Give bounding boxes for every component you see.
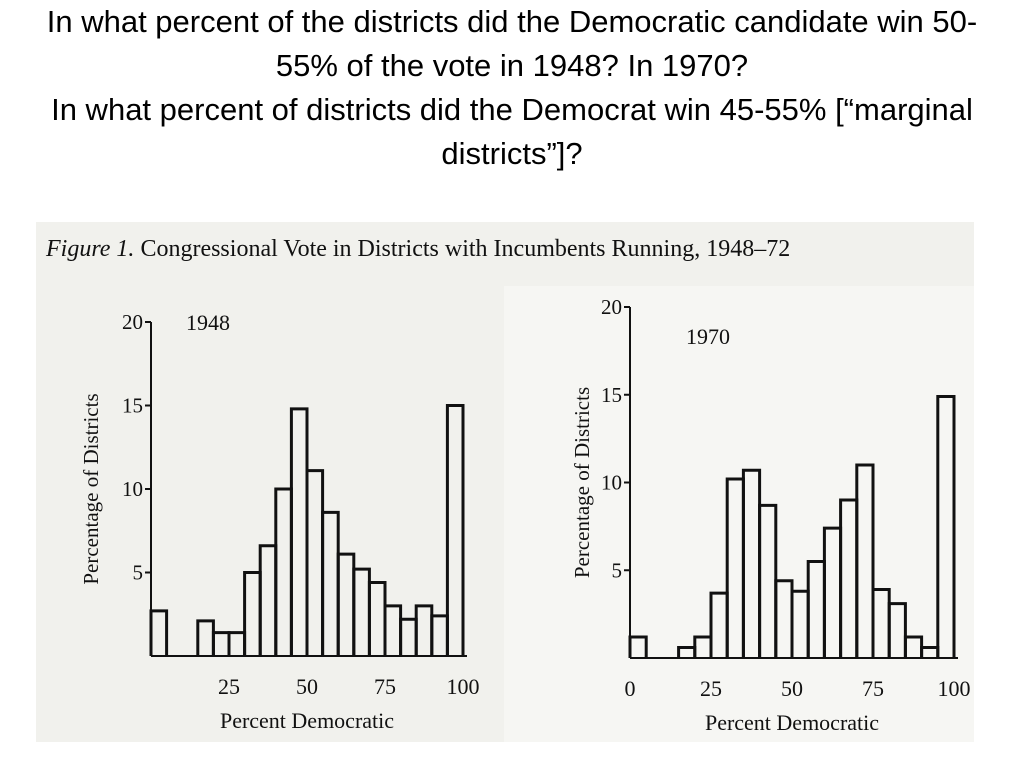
histogram-bar <box>414 604 434 656</box>
y-tick-label: 5 <box>612 558 623 582</box>
y-tick-label: 10 <box>122 477 143 501</box>
scanned-figure: Figure 1. Congressional Vote in District… <box>36 222 974 742</box>
y-tick-label: 20 <box>601 295 622 319</box>
histogram-bar <box>336 552 356 656</box>
histogram-bar <box>822 526 843 658</box>
year-label: 1948 <box>186 310 230 335</box>
histogram-bar <box>149 609 169 656</box>
x-axis-title: Percent Democratic <box>705 710 879 735</box>
question-2: In what percent of districts did the Dem… <box>51 92 973 171</box>
histogram-bar <box>196 619 215 656</box>
histogram-bar <box>352 567 371 656</box>
histogram-bar <box>855 463 875 658</box>
x-tick-label: 50 <box>781 676 803 701</box>
histogram-bar <box>258 544 278 656</box>
figure-caption-text: Congressional Vote in Districts with Inc… <box>140 236 791 262</box>
histogram-bar <box>839 498 859 658</box>
histogram-bar <box>383 604 403 656</box>
histogram-bar <box>709 591 729 658</box>
histogram-bar <box>274 487 293 656</box>
y-tick-label: 20 <box>122 310 143 334</box>
histogram-bar <box>399 617 418 656</box>
histogram-bar <box>243 571 262 656</box>
x-tick-label: 75 <box>862 676 884 701</box>
x-tick-label: 25 <box>700 676 722 701</box>
x-tick-label: 100 <box>447 674 480 699</box>
histogram-bar <box>725 477 745 658</box>
y-tick-label: 5 <box>133 561 144 585</box>
histogram-bar <box>758 503 778 658</box>
histogram-bar <box>445 404 465 656</box>
x-axis-title: Percent Democratic <box>220 708 394 733</box>
histogram-bar <box>920 645 940 658</box>
y-tick-label: 15 <box>601 383 622 407</box>
histogram-bar <box>790 589 810 658</box>
y-axis-title: Percentage of Districts <box>79 393 103 584</box>
histogram-bar <box>321 510 340 656</box>
histogram-bar <box>430 614 449 656</box>
x-tick-label: 25 <box>218 674 240 699</box>
x-tick-label: 100 <box>938 676 971 701</box>
histogram-1970: 5 10 15 20 0 25 50 75 100 1970 Percent Democratic P… <box>570 295 971 735</box>
histogram-bar <box>305 469 325 656</box>
figure-caption: Figure 1. Congressional Vote in District… <box>46 236 790 263</box>
histogram-bar <box>677 645 697 658</box>
histogram-bar <box>871 588 891 658</box>
histogram-bar <box>936 395 956 658</box>
histogram-bar <box>227 631 247 656</box>
x-tick-label: 75 <box>374 674 396 699</box>
histogram-bar <box>628 635 648 658</box>
year-label: 1970 <box>686 324 730 349</box>
figure-label: Figure 1. <box>46 236 135 262</box>
y-axis-title: Percentage of Districts <box>570 387 594 578</box>
histogram-bar <box>887 602 907 658</box>
histogram-bar <box>741 468 762 658</box>
histogram-bar <box>211 631 231 656</box>
right-panel-paper <box>504 286 974 742</box>
x-tick-label: 50 <box>296 674 318 699</box>
histogram-bar <box>903 635 924 658</box>
x-tick-label: 0 <box>625 676 636 701</box>
histogram-bar <box>693 635 713 658</box>
histogram-bar <box>774 579 794 658</box>
y-tick-label: 15 <box>122 394 143 418</box>
histogram-bar <box>289 407 309 656</box>
slide-title: In what percent of the districts did the… <box>0 0 1024 222</box>
y-tick-label: 10 <box>601 471 622 495</box>
histogram-bar <box>806 559 826 658</box>
histogram-bar <box>367 581 387 656</box>
histogram-1948: 5 10 15 20 25 50 75 100 1948 Percent Democratic Pe… <box>79 310 480 733</box>
question-1: In what percent of the districts did the… <box>46 4 978 83</box>
